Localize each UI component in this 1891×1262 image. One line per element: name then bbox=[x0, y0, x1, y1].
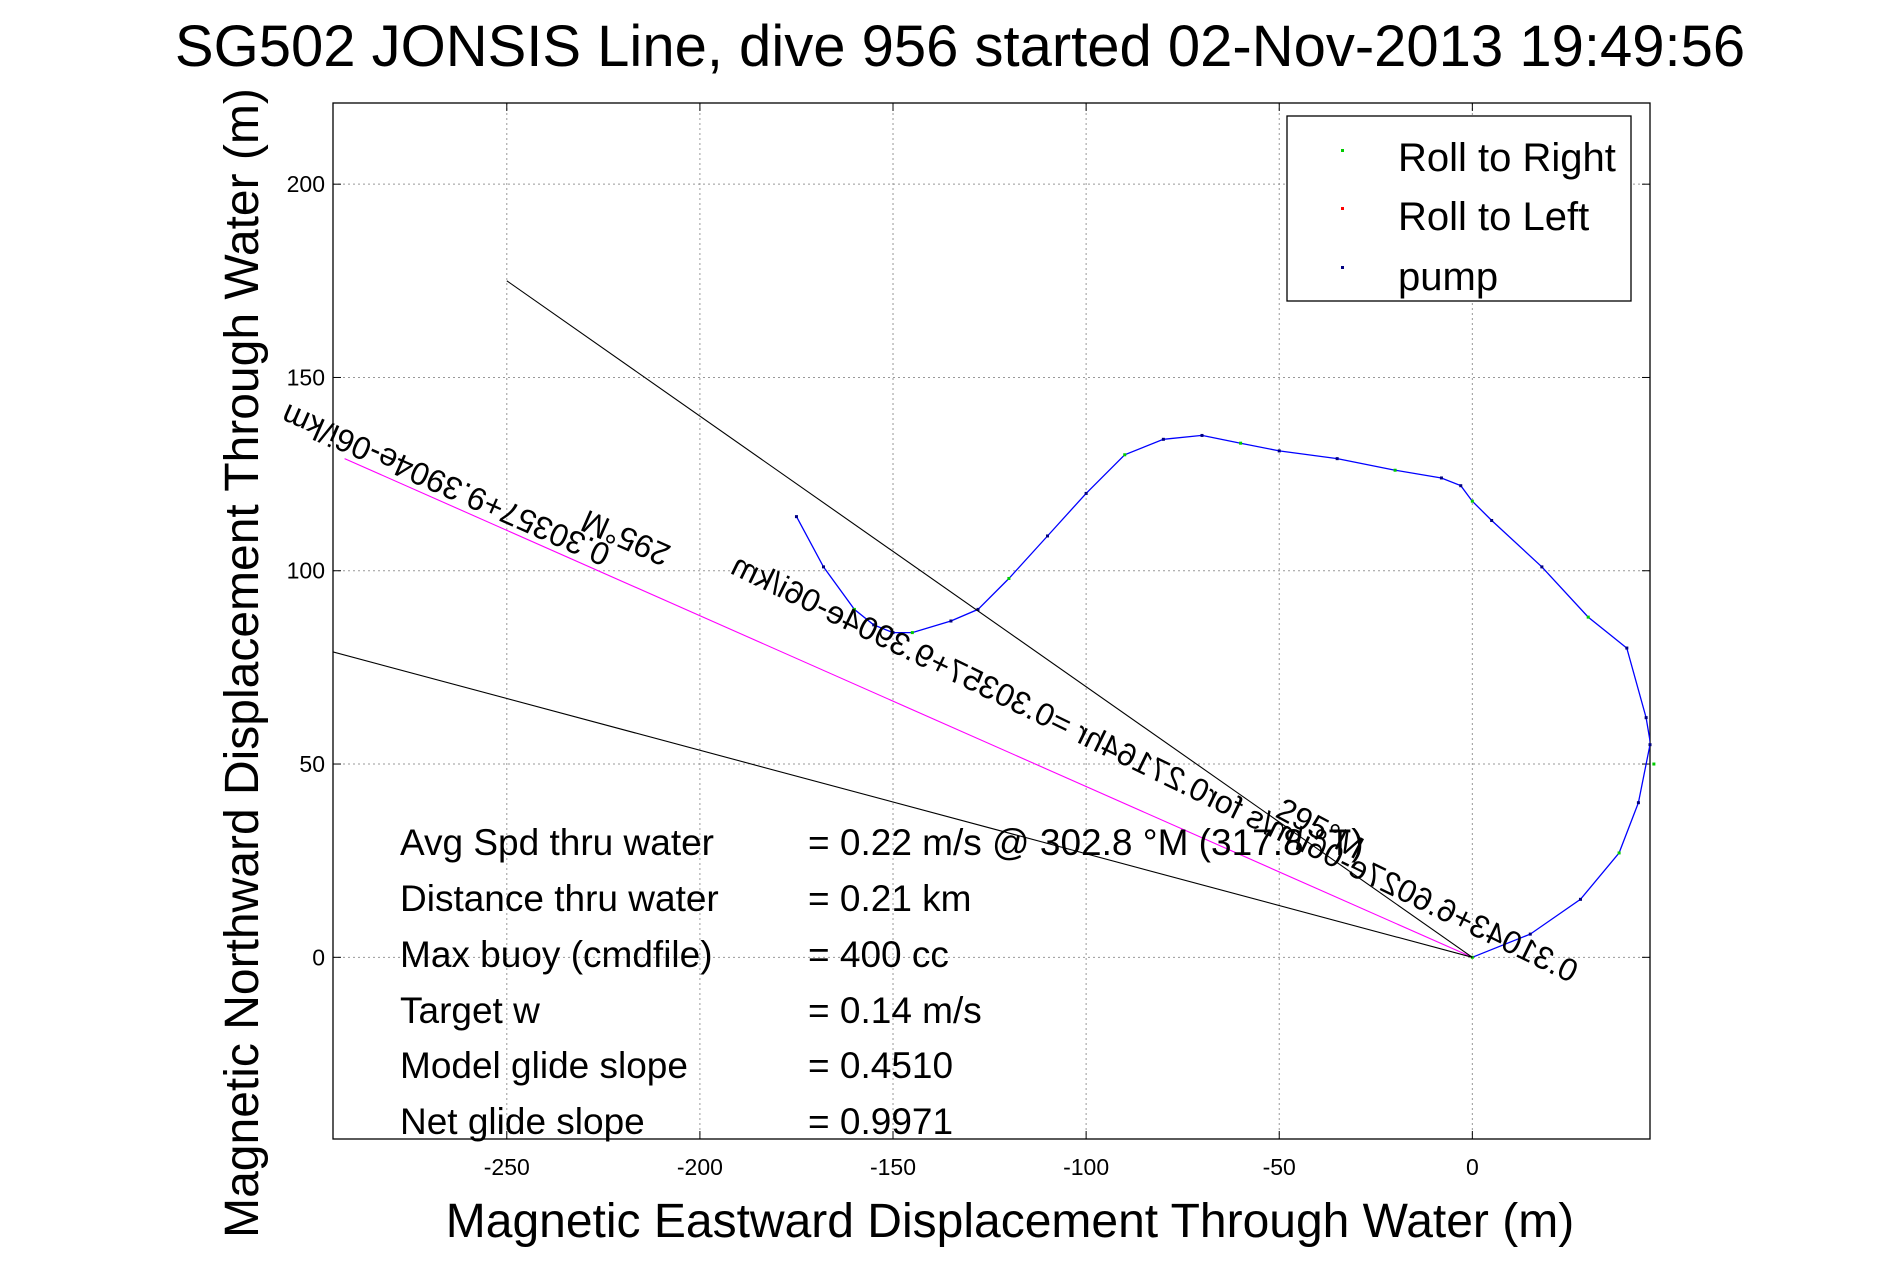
lower-bound-line bbox=[333, 651, 1473, 958]
track-point bbox=[1335, 457, 1339, 461]
track-point bbox=[1459, 484, 1463, 488]
legend-marker-pump bbox=[1341, 266, 1344, 269]
stat-label-avg-speed: Avg Spd thru water bbox=[400, 822, 714, 863]
stat-value-avg-speed: = 0.22 m/s @ 302.8 °M (317.8 °T) bbox=[808, 822, 1364, 863]
current-line bbox=[344, 458, 1473, 958]
track-point bbox=[1617, 851, 1621, 855]
stat-label-distance: Distance thru water bbox=[400, 878, 719, 919]
x-tick-label: -250 bbox=[484, 1154, 530, 1180]
track-point bbox=[794, 515, 798, 519]
track-point bbox=[1200, 433, 1204, 437]
current-label: 0.30357+9.3904e-06i/km bbox=[276, 397, 615, 573]
stat-label-model-glide: Model glide slope bbox=[400, 1045, 688, 1086]
x-axis-label: Magnetic Eastward Displacement Through W… bbox=[446, 1195, 1574, 1248]
x-tick-label: -200 bbox=[677, 1154, 723, 1180]
heading-line bbox=[506, 280, 1473, 958]
stat-label-target-w: Target w bbox=[400, 990, 540, 1031]
x-tick-label: 0 bbox=[1466, 1154, 1479, 1180]
stat-value-model-glide: = 0.4510 bbox=[808, 1045, 953, 1086]
y-tick-label: 50 bbox=[299, 751, 325, 777]
track-point bbox=[1644, 716, 1648, 720]
stat-label-max-buoy: Max buoy (cmdfile) bbox=[400, 934, 713, 975]
track-point bbox=[1586, 615, 1590, 619]
track-point bbox=[891, 631, 895, 635]
track-point bbox=[1393, 468, 1397, 472]
ticks: -250 -200 -150 -100 -50 0 0 50 100 150 200 bbox=[287, 103, 1650, 1180]
track-point bbox=[852, 607, 856, 611]
x-tick-label: -50 bbox=[1263, 1154, 1296, 1180]
legend-label-roll-right: Roll to Right bbox=[1398, 136, 1616, 180]
stat-value-target-w: = 0.14 m/s bbox=[808, 990, 982, 1031]
stats-block: Avg Spd thru water = 0.22 m/s @ 302.8 °M… bbox=[400, 822, 1364, 1142]
legend-entry-roll-right: Roll to Right bbox=[1341, 136, 1616, 180]
legend-entry-roll-left: Roll to Left bbox=[1341, 195, 1589, 239]
track-point bbox=[1625, 646, 1629, 650]
legend-marker-roll-right bbox=[1341, 149, 1344, 152]
x-tick-label: -150 bbox=[870, 1154, 916, 1180]
track-point bbox=[1652, 762, 1656, 766]
track-point bbox=[1084, 491, 1088, 495]
legend-label-roll-left: Roll to Left bbox=[1398, 195, 1589, 239]
legend-box bbox=[1286, 115, 1632, 302]
track-point bbox=[1470, 955, 1474, 959]
track-point bbox=[910, 631, 914, 635]
stat-value-net-glide: = 0.9971 bbox=[808, 1101, 953, 1142]
track-point bbox=[1648, 743, 1652, 747]
legend: Roll to Right Roll to Left pump bbox=[1286, 115, 1632, 302]
current-label-2: 0.31043+6.6027e-06i/m/s for0.27164hr =0.… bbox=[726, 547, 1584, 990]
track-point bbox=[1123, 453, 1127, 457]
x-tick-label: -100 bbox=[1063, 1154, 1109, 1180]
plot-area bbox=[332, 102, 1651, 1140]
legend-marker-roll-left bbox=[1341, 207, 1344, 210]
track-point bbox=[1528, 932, 1532, 936]
track-point bbox=[821, 565, 825, 569]
track-point bbox=[1470, 499, 1474, 503]
y-axis-label: Magnetic Northward Displacement Through … bbox=[216, 88, 269, 1238]
stat-value-distance: = 0.21 km bbox=[808, 878, 972, 919]
legend-label-pump: pump bbox=[1398, 255, 1498, 299]
y-tick-label: 0 bbox=[312, 944, 325, 970]
track-point bbox=[1277, 449, 1281, 453]
stat-label-net-glide: Net glide slope bbox=[400, 1101, 645, 1142]
legend-entry-pump: pump bbox=[1341, 255, 1498, 299]
series-layer bbox=[333, 280, 1656, 959]
stat-value-max-buoy: = 400 cc bbox=[808, 934, 949, 975]
track-point bbox=[1439, 476, 1443, 480]
track-point bbox=[1578, 897, 1582, 901]
track-point bbox=[1239, 441, 1243, 445]
track-point bbox=[1161, 437, 1165, 441]
y-tick-label: 150 bbox=[287, 364, 325, 390]
track-point bbox=[1046, 534, 1050, 538]
track-point bbox=[976, 607, 980, 611]
track-point bbox=[949, 619, 953, 623]
chart-title: SG502 JONSIS Line, dive 956 started 02-N… bbox=[175, 14, 1745, 79]
track-point bbox=[1636, 801, 1640, 805]
track-point bbox=[1007, 576, 1011, 580]
track-point bbox=[1490, 518, 1494, 522]
track-point bbox=[872, 623, 876, 627]
y-tick-label: 200 bbox=[287, 171, 325, 197]
y-tick-label: 100 bbox=[287, 558, 325, 584]
track-point bbox=[1540, 565, 1544, 569]
